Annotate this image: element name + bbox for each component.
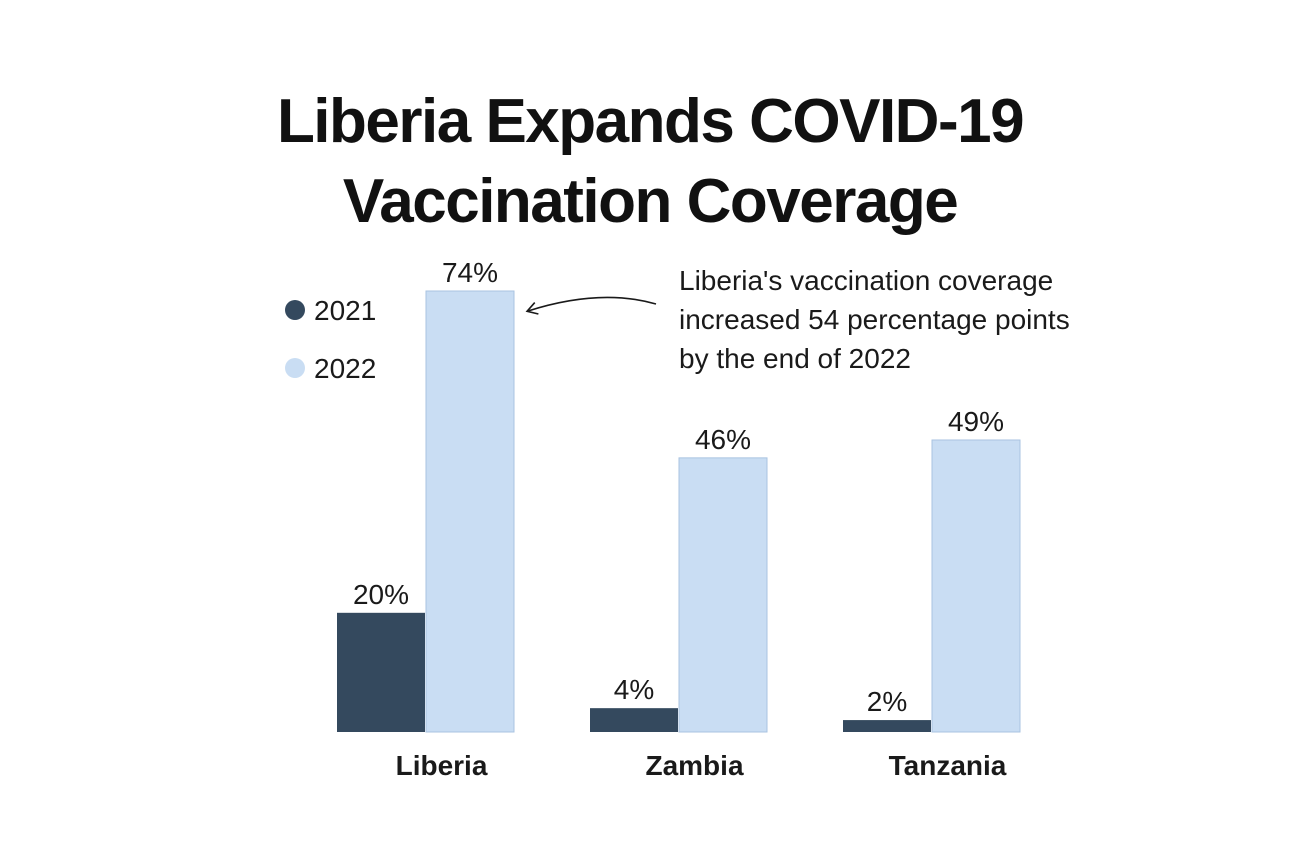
legend-label-2021: 2021 xyxy=(314,295,376,326)
value-label-liberia-2022: 74% xyxy=(442,257,498,288)
bar-zambia-2022 xyxy=(678,457,768,733)
bar-liberia-2021 xyxy=(337,612,425,732)
value-labels-group: 20% 74% 4% 46% 2% 49% xyxy=(353,257,1004,717)
value-label-tanzania-2021: 2% xyxy=(867,686,907,717)
bars-group xyxy=(337,290,1021,733)
bar-liberia-2022 xyxy=(425,290,515,733)
chart-title: Liberia Expands COVID-19 Vaccination Cov… xyxy=(0,82,1300,242)
category-label-liberia: Liberia xyxy=(396,750,488,781)
annotation-line-2: increased 54 percentage points xyxy=(679,304,1070,335)
annotation-arrow xyxy=(525,296,657,315)
value-label-zambia-2021: 4% xyxy=(614,674,654,705)
annotation: Liberia's vaccination coverage increased … xyxy=(525,265,1070,374)
category-label-tanzania: Tanzania xyxy=(889,750,1007,781)
bar-tanzania-2021 xyxy=(843,720,931,732)
chart-title-line-2: Vaccination Coverage xyxy=(342,167,959,236)
bar-tanzania-2022 xyxy=(931,439,1021,733)
value-label-tanzania-2022: 49% xyxy=(948,406,1004,437)
legend-marker-2021 xyxy=(285,300,305,320)
legend-marker-2022 xyxy=(285,358,305,378)
value-label-zambia-2022: 46% xyxy=(695,424,751,455)
legend: 2021 2022 xyxy=(285,295,376,384)
legend-label-2022: 2022 xyxy=(314,353,376,384)
category-label-zambia: Zambia xyxy=(645,750,743,781)
chart-title-line-1: Liberia Expands COVID-19 xyxy=(276,87,1025,156)
category-labels-group: Liberia Zambia Tanzania xyxy=(396,750,1007,781)
annotation-line-1: Liberia's vaccination coverage xyxy=(679,265,1053,296)
value-label-liberia-2021: 20% xyxy=(353,579,409,610)
annotation-line-3: by the end of 2022 xyxy=(679,343,911,374)
bar-zambia-2021 xyxy=(590,708,678,732)
